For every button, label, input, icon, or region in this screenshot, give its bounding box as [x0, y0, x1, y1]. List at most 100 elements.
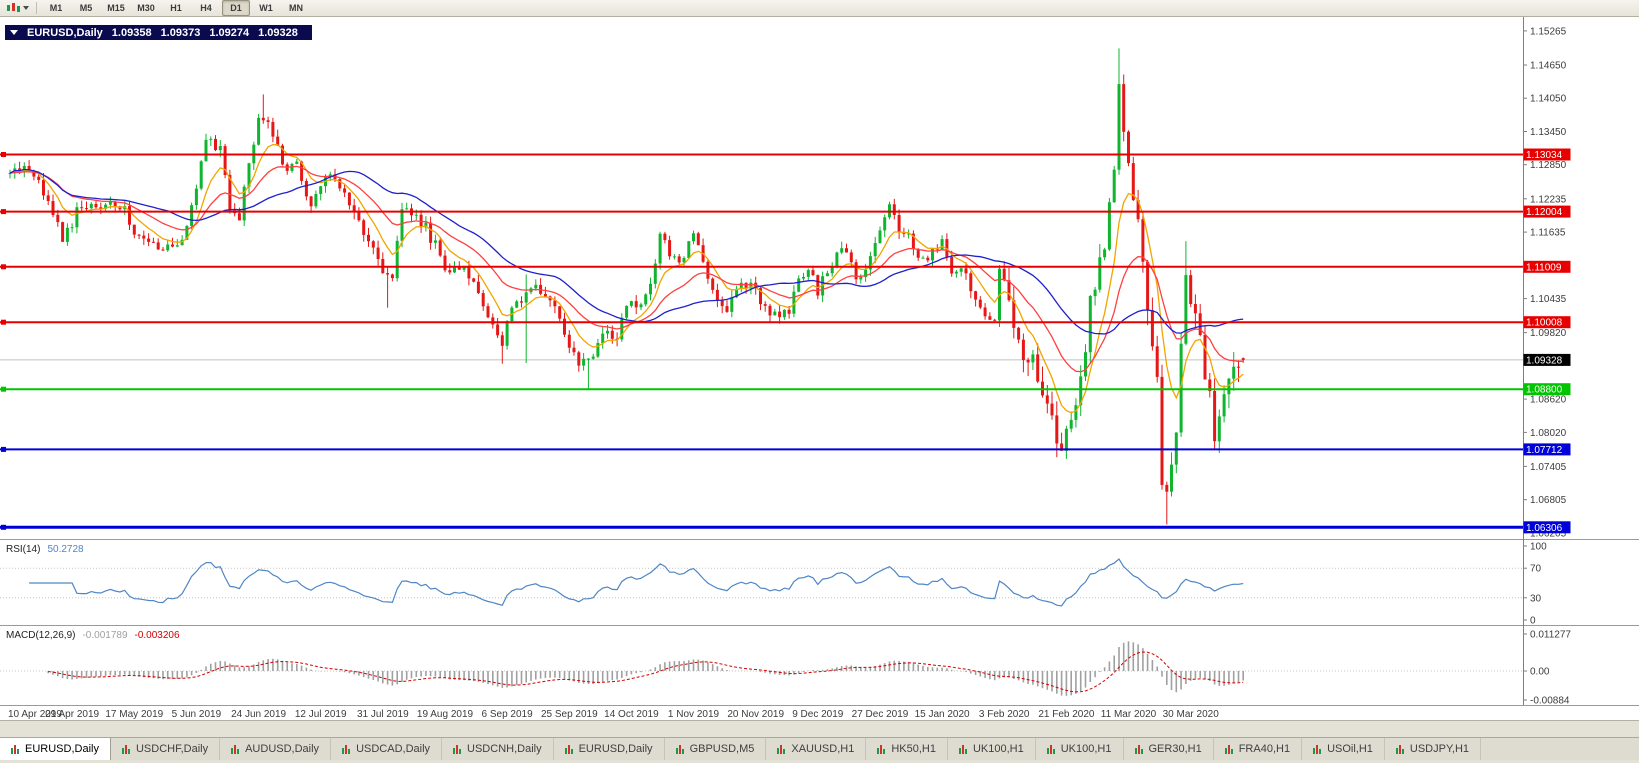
- chart-tab-label: USDCAD,Daily: [356, 743, 431, 755]
- svg-text:21 Feb 2020: 21 Feb 2020: [1038, 709, 1095, 720]
- svg-text:1.06306: 1.06306: [1526, 523, 1563, 534]
- svg-text:1.14650: 1.14650: [1530, 61, 1567, 72]
- svg-text:0: 0: [1530, 616, 1536, 627]
- chart-tab-eurusd-daily[interactable]: EURUSD,Daily: [554, 738, 665, 760]
- svg-text:27 Dec 2019: 27 Dec 2019: [852, 709, 909, 720]
- svg-text:1.12850: 1.12850: [1530, 160, 1567, 171]
- svg-text:70: 70: [1530, 564, 1542, 575]
- timeframe-button-h4[interactable]: H4: [200, 3, 212, 13]
- svg-text:1.09328: 1.09328: [1526, 355, 1563, 366]
- chart-tab-usoil-h1[interactable]: USOil,H1: [1302, 738, 1385, 760]
- rsi-line: [29, 558, 1244, 607]
- timeframe-button-h1[interactable]: H1: [170, 3, 182, 13]
- chart-tab-gbpusd-m5[interactable]: GBPUSD,M5: [665, 738, 767, 760]
- svg-text:5 Jun 2019: 5 Jun 2019: [172, 709, 222, 720]
- svg-text:1.09820: 1.09820: [1530, 328, 1567, 339]
- svg-text:17 May 2019: 17 May 2019: [105, 709, 163, 720]
- chart-type-button[interactable]: [3, 1, 32, 16]
- chart-tab-label: USDCHF,Daily: [135, 743, 209, 755]
- svg-text:19 Aug 2019: 19 Aug 2019: [417, 709, 474, 720]
- timeframe-button-w1[interactable]: W1: [259, 3, 273, 13]
- chart-tab-uk100-h1[interactable]: UK100,H1: [948, 738, 1036, 760]
- chart-tab-label: UK100,H1: [1060, 743, 1112, 755]
- svg-text:0.011277: 0.011277: [1530, 630, 1571, 641]
- chart-tab-uk100-h1[interactable]: UK100,H1: [1036, 738, 1124, 760]
- chart-tab-usdchf-daily[interactable]: USDCHF,Daily: [111, 738, 221, 760]
- chart-tab-hk50-h1[interactable]: HK50,H1: [866, 738, 948, 760]
- chart-tab-usdjpy-h1[interactable]: USDJPY,H1: [1385, 738, 1482, 760]
- svg-text:1.08020: 1.08020: [1530, 428, 1567, 439]
- svg-text:3 Feb 2020: 3 Feb 2020: [979, 709, 1030, 720]
- chart-background: [0, 17, 1639, 720]
- chart-tab-audusd-daily[interactable]: AUDUSD,Daily: [220, 738, 332, 760]
- timeframe-button-m30[interactable]: M30: [137, 3, 155, 13]
- svg-text:14 Oct 2019: 14 Oct 2019: [604, 709, 659, 720]
- svg-text:1.13034: 1.13034: [1526, 150, 1563, 161]
- svg-text:1.11009: 1.11009: [1526, 262, 1562, 273]
- horizontal-level-lines[interactable]: [0, 152, 1523, 530]
- chart-title-bar[interactable]: EURUSD,Daily 1.09358 1.09373 1.09274 1.0…: [5, 25, 312, 40]
- ma-line-ma_mid: [9, 165, 1244, 373]
- chart-tab-icon: [777, 744, 787, 754]
- macd-indicator-header: MACD(12,26,9) -0.001789 -0.003206: [6, 630, 180, 641]
- chart-tab-fra40-h1[interactable]: FRA40,H1: [1214, 738, 1303, 760]
- svg-text:29 Apr 2019: 29 Apr 2019: [45, 709, 99, 720]
- bar-high-value: 1.09373: [160, 26, 201, 39]
- chart-symbol-label: EURUSD,Daily: [27, 26, 103, 39]
- svg-text:6 Sep 2019: 6 Sep 2019: [482, 709, 534, 720]
- svg-text:1.12235: 1.12235: [1530, 194, 1567, 205]
- rsi-grid-lines: [0, 567, 1523, 599]
- rsi-indicator-header: RSI(14) 50.2728: [6, 544, 84, 555]
- ma-line-ma_slow: [9, 168, 1244, 335]
- chart-tab-label: AUDUSD,Daily: [245, 743, 320, 755]
- svg-text:1.07405: 1.07405: [1530, 462, 1567, 473]
- chart-tab-icon: [877, 744, 887, 754]
- macd-main-value: -0.001789: [82, 630, 128, 641]
- chart-tab-label: FRA40,H1: [1238, 743, 1291, 755]
- chart-tab-icon: [958, 744, 968, 754]
- svg-text:24 Jun 2019: 24 Jun 2019: [231, 709, 286, 720]
- svg-text:0.00: 0.00: [1530, 667, 1550, 678]
- timeframe-toolbar-buttons: M1 M5 M15 M30 H1 H4 D1 W1 MN: [41, 0, 311, 16]
- svg-text:20 Nov 2019: 20 Nov 2019: [727, 709, 784, 720]
- chart-tab-label: USOil,H1: [1327, 743, 1373, 755]
- timeframe-button-d1[interactable]: D1: [222, 0, 250, 16]
- chart-tab-bar: EURUSD,Daily USDCHF,Daily AUDUSD,Daily USDC…: [0, 737, 1639, 760]
- chart-tab-icon: [1313, 744, 1323, 754]
- svg-text:1 Nov 2019: 1 Nov 2019: [668, 709, 720, 720]
- collapse-triangle-icon[interactable]: [10, 30, 18, 35]
- svg-text:11 Mar 2020: 11 Mar 2020: [1101, 709, 1157, 720]
- rsi-indicator-value: 50.2728: [47, 544, 84, 555]
- chart-window: 1.15265 1.14650 1.14050 1.13450 1.12850 1.122…: [0, 17, 1639, 720]
- timeframe-button-mn[interactable]: MN: [289, 3, 303, 13]
- timeframe-toolbar: M1 M5 M15 M30 H1 H4 D1 W1 MN: [0, 0, 1639, 17]
- chart-tab-label: GER30,H1: [1148, 743, 1202, 755]
- price-axis-ticks: 1.15265 1.14650 1.14050 1.13450 1.12850 1.122…: [1523, 26, 1567, 539]
- svg-text:-0.00884: -0.00884: [1530, 696, 1570, 707]
- chart-tab-icon: [453, 744, 463, 754]
- chart-type-icon: [7, 3, 20, 12]
- chart-tab-usdcnh-daily[interactable]: USDCNH,Daily: [442, 738, 554, 760]
- panel-separators[interactable]: [0, 539, 1639, 706]
- chart-tab-eurusd-daily[interactable]: EURUSD,Daily: [0, 738, 111, 760]
- rsi-axis-labels: 100 70 30 0: [1523, 542, 1547, 627]
- svg-text:1.15265: 1.15265: [1530, 26, 1567, 37]
- macd-signal-value: -0.003206: [134, 630, 180, 641]
- timeframe-button-m5[interactable]: M5: [79, 3, 93, 13]
- chart-tab-usdcad-daily[interactable]: USDCAD,Daily: [331, 738, 443, 760]
- chart-tab-icon: [675, 744, 685, 754]
- svg-text:1.12004: 1.12004: [1526, 207, 1563, 218]
- bar-open-value: 1.09358: [111, 26, 152, 39]
- chart-tab-ger30-h1[interactable]: GER30,H1: [1124, 738, 1214, 760]
- svg-text:9 Dec 2019: 9 Dec 2019: [792, 709, 844, 720]
- timeframe-button-m15[interactable]: M15: [107, 3, 125, 13]
- svg-text:1.13450: 1.13450: [1530, 127, 1567, 138]
- price-axis-background: [1523, 17, 1639, 720]
- chart-tab-xauusd-h1[interactable]: XAUUSD,H1: [766, 738, 867, 760]
- timeframe-button-m1[interactable]: M1: [49, 3, 63, 13]
- macd-axis-labels: 0.011277 0.00 -0.00884: [1523, 630, 1571, 707]
- svg-text:30: 30: [1530, 593, 1542, 604]
- chart-canvas[interactable]: 1.15265 1.14650 1.14050 1.13450 1.12850 1.122…: [0, 17, 1639, 720]
- moving-average-lines: [9, 143, 1244, 414]
